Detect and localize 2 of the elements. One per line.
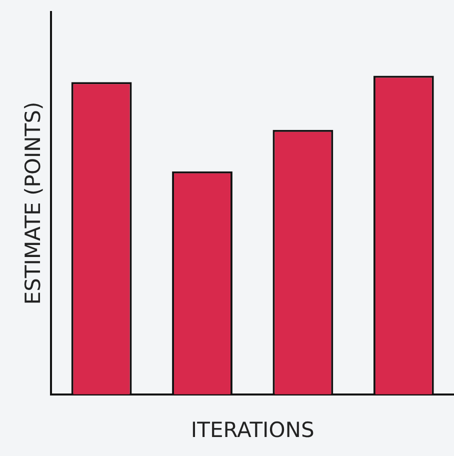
x-axis-title: ITERATIONS	[190, 418, 314, 442]
y-axis-title: ESTIMATE (POINTS)	[21, 102, 46, 305]
